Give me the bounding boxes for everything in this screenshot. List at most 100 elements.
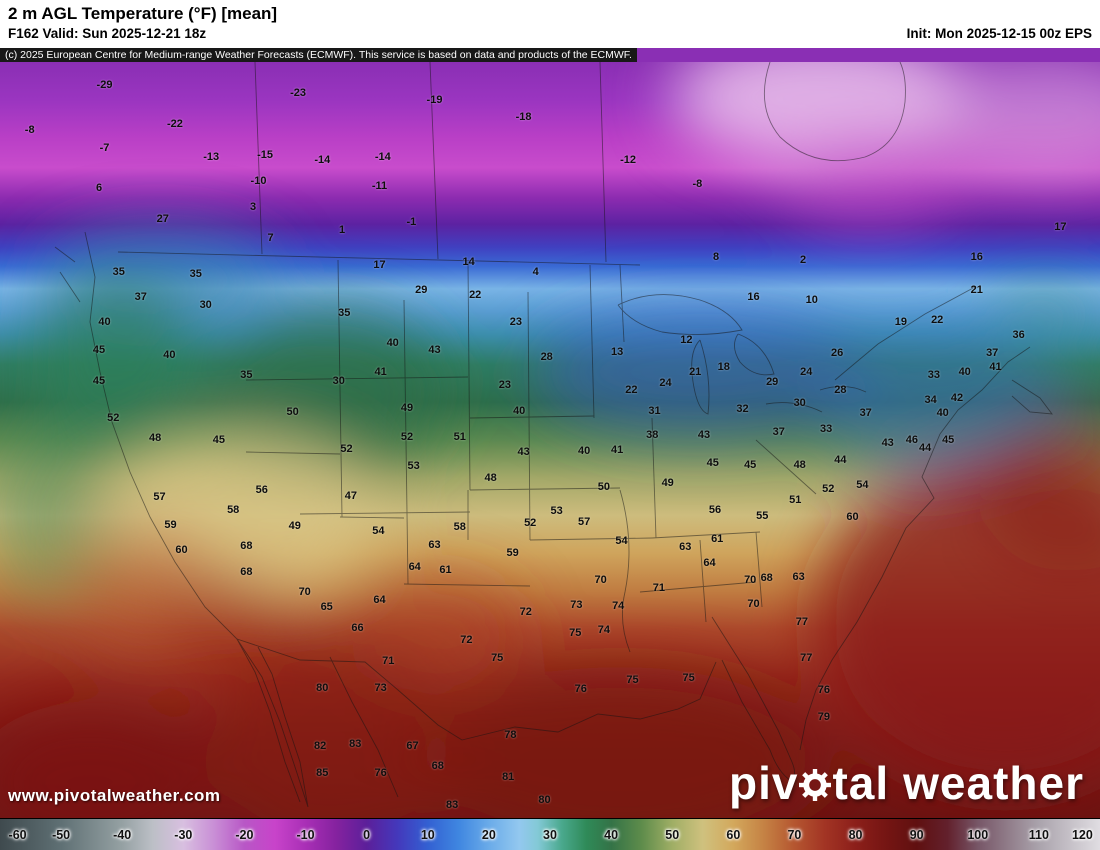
temp-label: 37 <box>772 425 785 438</box>
temp-label: 40 <box>958 365 971 378</box>
map-area: (c) 2025 European Centre for Medium-rang… <box>0 48 1100 818</box>
temperature-field <box>0 62 1100 818</box>
temp-label: 29 <box>415 284 428 297</box>
temp-label: 35 <box>189 267 202 280</box>
colorbar-tick: -60 <box>8 827 27 842</box>
temp-label: -13 <box>203 151 220 164</box>
temp-label: 18 <box>717 360 730 373</box>
temp-label: 64 <box>703 557 716 570</box>
temp-label: 70 <box>298 585 311 598</box>
temp-labels-layer: -29 -8 -23 -19 -18 -22 -7 -13 -15 -14 -14 -12 6 -10 -1… <box>0 62 1100 818</box>
temp-label: 75 <box>626 673 639 686</box>
temp-label: 50 <box>597 480 611 493</box>
temp-label: 40 <box>936 406 949 419</box>
temp-label: 78 <box>504 728 517 741</box>
temp-label: 60 <box>175 544 188 557</box>
temp-label: 42 <box>950 391 964 404</box>
temp-label: 29 <box>766 375 779 388</box>
temp-label: 75 <box>569 626 582 639</box>
temp-label: 52 <box>340 443 353 456</box>
temp-label: 41 <box>610 443 624 456</box>
temp-label: 40 <box>577 445 591 458</box>
temp-label: 70 <box>594 573 607 586</box>
temp-label: 54 <box>856 478 869 491</box>
temp-label: 68 <box>431 759 444 772</box>
colorbar-tick: 100 <box>967 827 989 842</box>
brand-logo: piv tal weather <box>729 754 1084 812</box>
temp-label: 74 <box>612 600 625 613</box>
temp-label: 13 <box>610 346 624 359</box>
colorbar-tick: 40 <box>604 827 619 842</box>
temp-label: 17 <box>373 259 386 272</box>
temp-label: 77 <box>800 651 813 664</box>
init-time-label: Init: Mon 2025-12-15 00z EPS <box>906 26 1092 41</box>
colorbar-tick: 90 <box>909 827 924 842</box>
temp-label: 68 <box>240 566 253 579</box>
temp-label: 81 <box>502 771 515 784</box>
temp-label: 37 <box>859 406 872 419</box>
temp-label: 49 <box>288 520 301 533</box>
temp-label: 82 <box>313 740 327 753</box>
temp-label: 34 <box>924 393 937 406</box>
temp-label: 68 <box>240 539 253 552</box>
temp-label: 46 <box>905 434 919 446</box>
temp-label: 48 <box>148 431 162 444</box>
temp-label: 68 <box>760 572 773 585</box>
colorbar-tick: -30 <box>174 827 193 842</box>
temp-label: 55 <box>756 510 769 523</box>
temp-label: 40 <box>386 337 399 350</box>
temp-label: 79 <box>817 710 831 723</box>
valid-time-label: F162 Valid: Sun 2025-12-21 18z <box>8 26 207 41</box>
colorbar-tick: 20 <box>481 827 496 842</box>
temp-label: 30 <box>793 396 806 409</box>
temp-label: 63 <box>679 541 692 554</box>
temp-label: 80 <box>316 681 329 694</box>
map-canvas: -29 -8 -23 -19 -18 -22 -7 -13 -15 -14 -14 -12 6 -10 -1… <box>0 62 1100 818</box>
temp-label: -10 <box>250 174 267 187</box>
copyright-bar: (c) 2025 European Centre for Medium-rang… <box>0 48 637 62</box>
brand-text-piv: piv <box>728 757 799 809</box>
temp-label: 63 <box>428 539 441 552</box>
temp-label: 43 <box>881 437 894 450</box>
temp-label: 58 <box>453 520 466 533</box>
temp-label: -29 <box>96 78 113 91</box>
temp-label: 59 <box>506 546 519 559</box>
temp-label: 48 <box>484 471 497 484</box>
temp-label: 70 <box>747 598 760 611</box>
colorbar-tick: -20 <box>235 827 254 842</box>
colorbar-tick: -50 <box>52 827 71 842</box>
temp-label: 22 <box>469 288 482 301</box>
temp-label: 28 <box>540 350 553 363</box>
temp-label: 60 <box>846 511 859 524</box>
temp-label: 12 <box>680 334 693 347</box>
header: 2 m AGL Temperature (°F) [mean] F162 Val… <box>0 0 1100 48</box>
colorbar-tick: -40 <box>113 827 132 842</box>
temp-label: 35 <box>338 306 351 319</box>
temp-label: 61 <box>711 533 724 546</box>
temp-label: 19 <box>894 316 908 329</box>
colorbar-tick: 80 <box>848 827 863 842</box>
temp-label: 80 <box>538 793 551 806</box>
temp-label: 35 <box>112 266 125 279</box>
temp-label: 66 <box>351 622 364 635</box>
temp-label: 51 <box>453 430 466 443</box>
temp-label: 71 <box>652 582 666 595</box>
colorbar: -60 -50 -40 -30 -20 -10 0 10 20 30 40 50 60 70 80 90 100… <box>0 818 1100 850</box>
temp-label: 64 <box>408 561 421 573</box>
temp-label: 52 <box>400 430 414 443</box>
temp-label: -18 <box>515 111 532 124</box>
temp-label: 16 <box>747 291 760 304</box>
temp-label: 21 <box>970 284 983 297</box>
temp-label: 67 <box>406 740 419 753</box>
temp-label: 76 <box>817 684 831 697</box>
temp-label: 54 <box>615 535 628 548</box>
temp-label: -7 <box>99 142 110 155</box>
temp-label: 24 <box>800 365 813 378</box>
temp-label: 43 <box>428 344 441 357</box>
temp-label: 58 <box>227 504 240 517</box>
temp-label: 8 <box>713 251 720 264</box>
temp-label: 41 <box>374 365 387 378</box>
colorbar-tick: 30 <box>543 827 557 842</box>
temp-label: 14 <box>462 256 475 269</box>
temp-label: -1 <box>406 216 417 229</box>
